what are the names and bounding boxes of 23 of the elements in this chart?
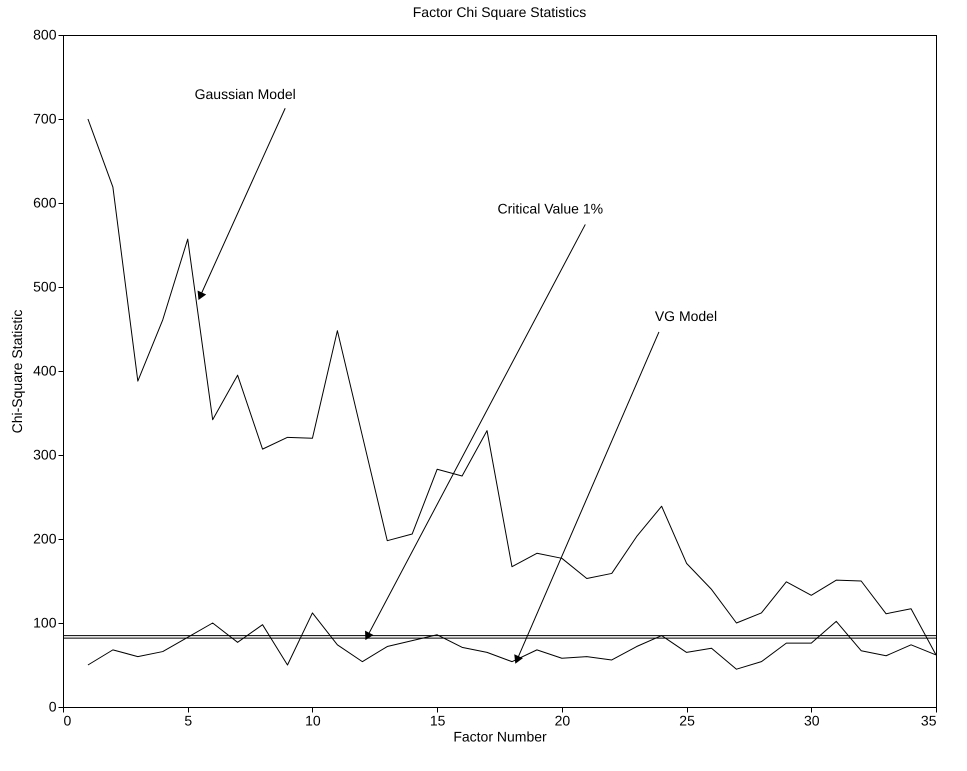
- y-tick-label: 100: [33, 614, 57, 630]
- y-tick-label: 700: [33, 110, 57, 126]
- y-tick-label: 400: [33, 362, 57, 378]
- y-tick-label: 300: [33, 446, 57, 462]
- x-tick-label: 35: [920, 712, 937, 728]
- x-tick-label: 20: [554, 712, 570, 728]
- annotation: VG Model: [654, 308, 718, 324]
- x-tick-label: 5: [184, 712, 192, 728]
- x-tick-label: 25: [679, 712, 696, 728]
- x-tick-label: 0: [64, 712, 72, 728]
- y-tick-label: 500: [33, 278, 57, 294]
- y-tick-label: 800: [33, 26, 57, 42]
- x-tick-label: 30: [804, 712, 820, 728]
- annotation: Gaussian Model: [194, 86, 296, 102]
- y-tick-label: 600: [33, 194, 57, 210]
- y-tick-label: 200: [33, 530, 57, 546]
- annotation: Critical Value 1%: [498, 200, 604, 216]
- y-axis-title: Chi-Square Statistic: [9, 310, 26, 434]
- chart-title: Factor Chi Square Statistics: [412, 4, 586, 20]
- x-tick-label: 10: [305, 712, 321, 728]
- x-axis-title: Factor Number: [453, 728, 548, 744]
- x-tick-label: 15: [430, 712, 446, 728]
- y-tick-label: 0: [48, 698, 57, 714]
